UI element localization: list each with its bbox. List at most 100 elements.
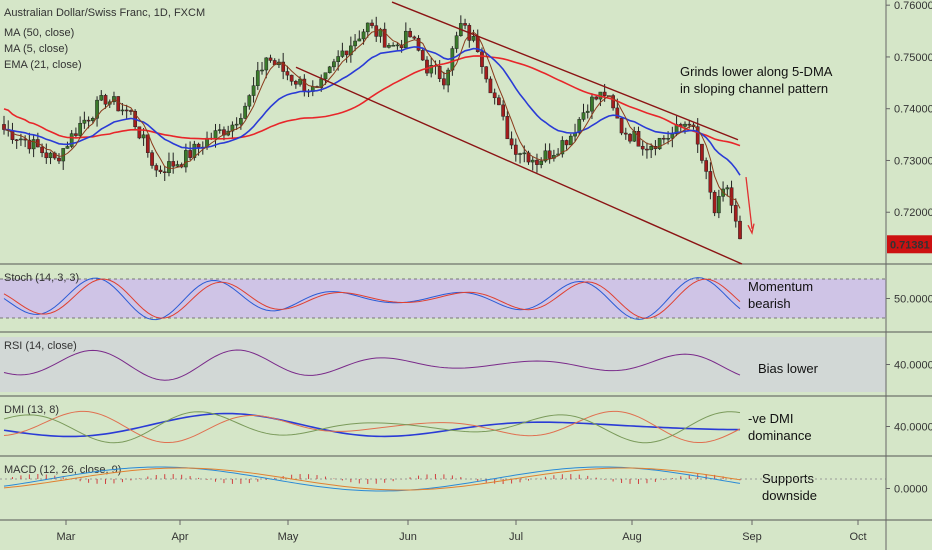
candle-body	[327, 66, 332, 73]
panel-note: downside	[762, 488, 817, 503]
candle-body	[323, 72, 328, 80]
candle-body	[370, 22, 374, 26]
candle-body	[492, 92, 497, 99]
candle-body	[349, 45, 353, 56]
candle-body	[391, 45, 395, 47]
candle-body	[700, 143, 704, 161]
candle-body	[387, 45, 391, 48]
candle-body	[353, 40, 357, 47]
candle-body	[175, 164, 180, 167]
ma5-line	[3, 28, 741, 209]
candle-body	[171, 161, 176, 167]
adx-line	[3, 412, 741, 438]
candle-body	[150, 152, 154, 166]
candle-body	[446, 69, 450, 86]
candle-body	[717, 196, 721, 214]
price-tick-label: 0.76000	[894, 0, 932, 12]
candle-body	[425, 59, 429, 74]
stoch-d-line	[3, 278, 741, 319]
indicator-label: MA (5, close)	[4, 43, 68, 55]
candle-body	[294, 81, 298, 85]
candle-body	[412, 36, 417, 39]
candle-body	[2, 124, 6, 130]
candle-body	[636, 131, 641, 147]
candle-body	[683, 123, 687, 127]
stoch-band	[0, 279, 886, 318]
ma50-line	[3, 55, 741, 147]
candle-body	[137, 126, 142, 139]
labels: Australian Dollar/Swiss Franc, 1D, FXCM M…	[4, 7, 833, 96]
candle-body	[628, 133, 632, 142]
last-price-label: 0.71381	[890, 239, 930, 251]
rsi-band	[0, 337, 886, 392]
channel-upper	[391, 1, 739, 141]
candle-body	[184, 150, 188, 168]
candle-body	[437, 66, 442, 79]
candle-body	[420, 50, 425, 61]
candle-body	[289, 74, 294, 82]
candle-body	[213, 130, 218, 139]
time-axis: Mar Apr May Jun Jul Aug Sep Oct	[57, 520, 867, 543]
candle-body	[733, 205, 738, 222]
candle-body	[382, 28, 387, 48]
candle-body	[268, 57, 273, 61]
candle-body	[522, 152, 527, 155]
candle-body	[255, 70, 260, 86]
candle-body	[129, 110, 133, 112]
candle-body	[712, 191, 717, 214]
candle-body	[344, 50, 349, 56]
candle-body	[40, 146, 44, 154]
candle-body	[234, 123, 239, 126]
indicator-panels: Stoch (14, 3, 3) 50.0000 Momentum bearish RS…	[0, 272, 932, 521]
candle-body	[82, 119, 87, 124]
price-tick-label: 0.72000	[894, 207, 932, 219]
candle-body	[645, 148, 649, 151]
candle-body	[530, 159, 535, 163]
candle-body	[564, 140, 569, 146]
candle-body	[365, 22, 370, 33]
candle-body	[738, 220, 742, 240]
time-tick-label: Apr	[171, 531, 188, 543]
candle-body	[619, 117, 624, 134]
time-tick-label: Mar	[57, 531, 76, 543]
candle-body	[662, 137, 666, 140]
candle-body	[649, 146, 654, 151]
candle-body	[704, 160, 709, 172]
candle-body	[429, 65, 434, 74]
candle-body	[513, 144, 518, 155]
candle-body	[708, 171, 713, 193]
candle-body	[251, 85, 256, 96]
candle-body	[497, 97, 501, 106]
candle-body	[577, 119, 582, 134]
candle-body	[264, 57, 269, 71]
candle-body	[416, 37, 421, 51]
candle-body	[336, 56, 341, 62]
candle-body	[640, 145, 645, 150]
candle-body	[463, 23, 467, 26]
candle-body	[247, 95, 252, 107]
candle-body	[192, 143, 197, 158]
candle-body	[69, 133, 74, 147]
candle-body	[27, 139, 32, 150]
candle-body	[217, 129, 222, 131]
candle-body	[725, 187, 730, 190]
plus-di-line	[3, 410, 741, 444]
candle-body	[543, 150, 548, 162]
panel-name: MACD (12, 26, close, 9)	[4, 464, 121, 476]
chart-title: Australian Dollar/Swiss Franc, 1D, FXCM	[4, 7, 205, 19]
candle-body	[31, 139, 36, 150]
candle-body	[657, 137, 662, 150]
candle-body	[260, 69, 264, 72]
time-tick-label: Oct	[849, 531, 866, 543]
candle-body	[57, 157, 61, 162]
panel-note: Bias lower	[758, 361, 819, 376]
candle-body	[395, 44, 400, 47]
candle-body	[19, 138, 23, 141]
last-price-tag	[887, 235, 932, 254]
annotation-text: in sloping channel pattern	[680, 81, 828, 96]
candle-body	[141, 134, 146, 139]
candle-body	[585, 110, 590, 113]
candle-body	[48, 152, 53, 159]
price-tick-label: 0.75000	[894, 52, 932, 64]
